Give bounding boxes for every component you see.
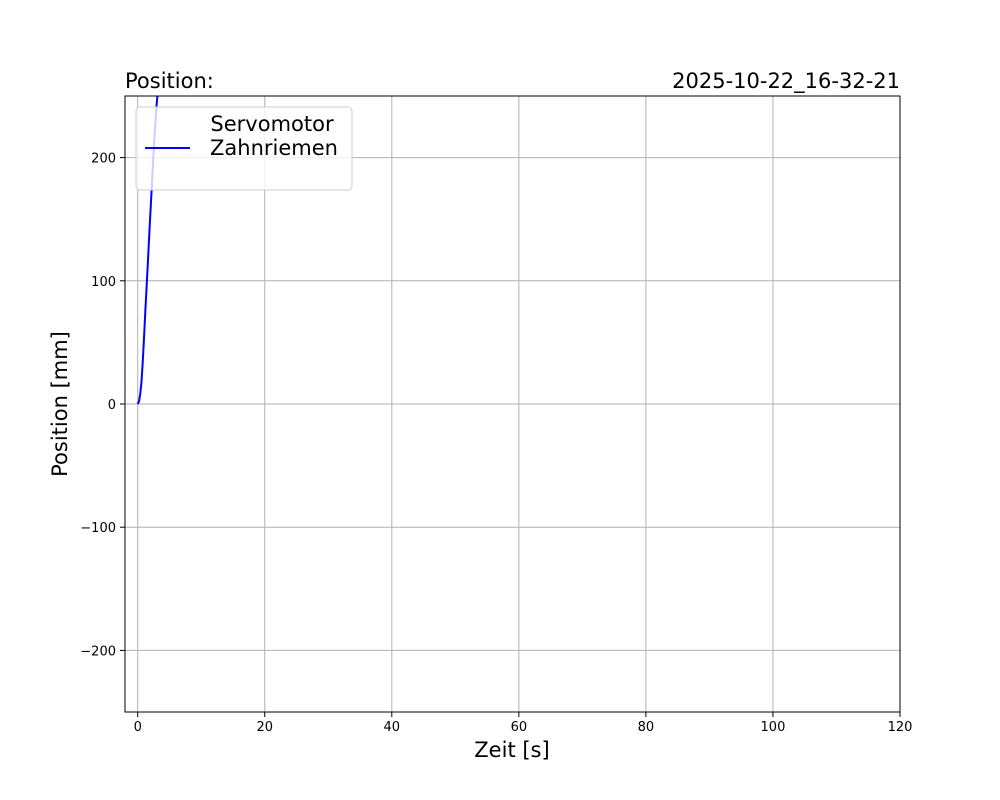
legend: Servomotor Zahnriemen (135, 106, 353, 191)
y-tick-label: 200 (91, 152, 116, 167)
legend-label-line1: Servomotor (210, 112, 334, 136)
legend-box (135, 106, 353, 191)
x-tick-label: 60 (511, 720, 528, 735)
x-axis-label: Zeit [s] (474, 738, 549, 762)
y-tick-label: −100 (80, 521, 116, 536)
chart-title-left: Position: (125, 69, 214, 93)
axis-ticks: 0 20 40 60 80 100 120 −200 −100 0 100 200 (80, 152, 912, 735)
x-tick-label: 0 (134, 720, 142, 735)
y-axis-label: Position [mm] (48, 331, 72, 477)
y-tick-label: −200 (80, 644, 116, 659)
y-tick-label: 100 (91, 275, 116, 290)
x-tick-label: 120 (888, 720, 913, 735)
x-tick-label: 80 (638, 720, 655, 735)
x-tick-label: 40 (384, 720, 401, 735)
legend-label-line2: Zahnriemen (210, 136, 338, 160)
x-tick-label: 20 (256, 720, 273, 735)
y-tick-label: 0 (108, 398, 116, 413)
chart-title-right: 2025-10-22_16-32-21 (672, 69, 900, 94)
x-tick-label: 100 (761, 720, 786, 735)
grid-lines (125, 96, 901, 712)
